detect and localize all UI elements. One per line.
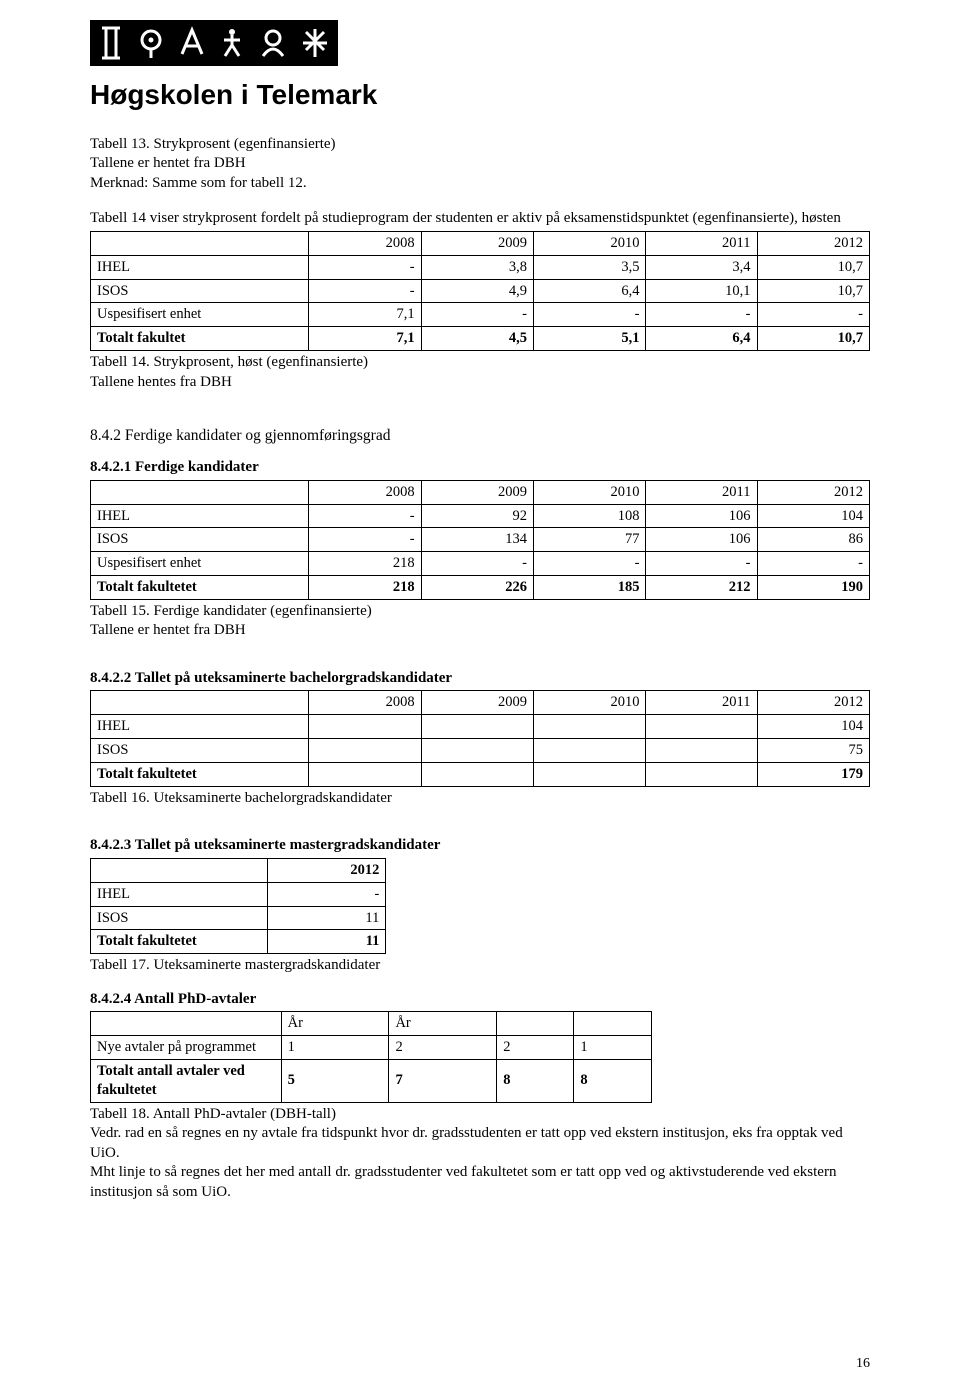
tabell18-note1: Vedr. rad en så regnes en ny avtale fra … [90, 1124, 870, 1163]
tabell13-caption: Tabell 13. Strykprosent (egenfinansierte… [90, 135, 870, 155]
heading-8421: 8.4.2.1 Ferdige kandidater [90, 458, 870, 478]
heading-8422: 8.4.2.2 Tallet på uteksaminerte bachelor… [90, 669, 870, 689]
logo-glyph-2 [136, 26, 166, 60]
tabell14-caption: Tabell 14. Strykprosent, høst (egenfinan… [90, 353, 870, 373]
tabell14: 2008 2009 2010 2011 2012 IHEL-3,83,53,41… [90, 231, 870, 351]
tabell17: 2012 IHEL- ISOS11 Totalt fakultetet11 [90, 858, 386, 954]
logo-strip [90, 20, 338, 66]
tabell18-note2: Mht linje to så regnes det her med antal… [90, 1163, 870, 1202]
logo-glyph-1 [98, 26, 124, 60]
tabell14-intro: Tabell 14 viser strykprosent fordelt på … [90, 209, 870, 229]
brand-title: Høgskolen i Telemark [90, 77, 870, 113]
tabell16-caption: Tabell 16. Uteksaminerte bachelorgradska… [90, 789, 870, 809]
heading-842: 8.4.2 Ferdige kandidater og gjennomførin… [90, 426, 870, 446]
tabell15: 2008 2009 2010 2011 2012 IHEL-9210810610… [90, 480, 870, 600]
heading-8424: 8.4.2.4 Antall PhD-avtaler [90, 990, 870, 1010]
heading-8423: 8.4.2.3 Tallet på uteksaminerte mastergr… [90, 836, 870, 856]
tabell15-note: Tallene er hentet fra DBH [90, 621, 870, 641]
logo-glyph-3 [178, 26, 206, 60]
logo-glyph-5 [258, 26, 288, 60]
tabell18-caption: Tabell 18. Antall PhD-avtaler (DBH-tall) [90, 1105, 870, 1125]
page-number: 16 [856, 1355, 870, 1373]
tabell16: 2008 2009 2010 2011 2012 IHEL104 ISOS75 … [90, 690, 870, 786]
tabell17-caption: Tabell 17. Uteksaminerte mastergradskand… [90, 956, 870, 976]
tabell13-note: Merknad: Samme som for tabell 12. [90, 174, 870, 194]
tabell13-source: Tallene er hentet fra DBH [90, 154, 870, 174]
logo-glyph-6 [300, 26, 330, 60]
tabell14-note: Tallene hentes fra DBH [90, 373, 870, 393]
logo-glyph-4 [218, 26, 246, 60]
tabell15-caption: Tabell 15. Ferdige kandidater (egenfinan… [90, 602, 870, 622]
tabell18: År År Nye avtaler på programmet1221 Tota… [90, 1011, 652, 1102]
